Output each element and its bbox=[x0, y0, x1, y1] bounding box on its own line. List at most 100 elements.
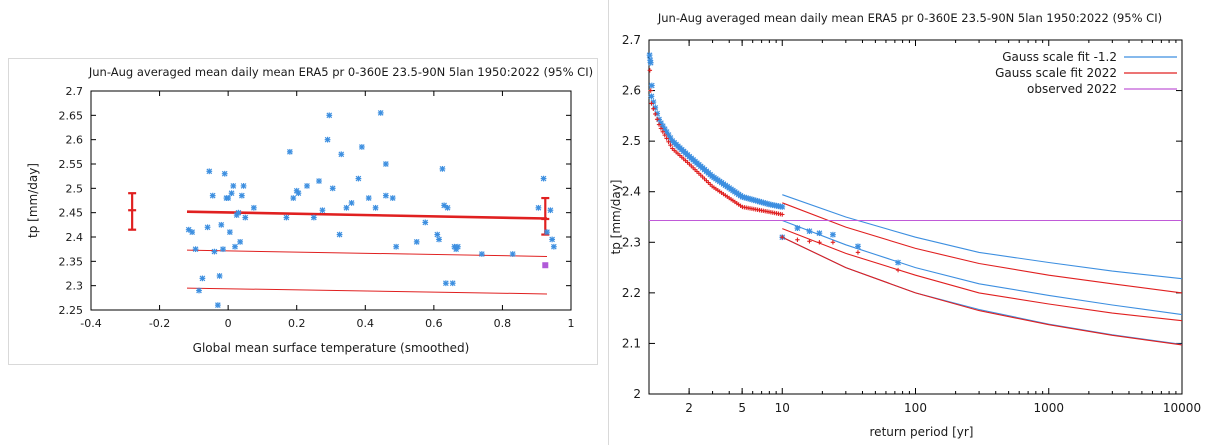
data-point bbox=[192, 246, 199, 253]
legend-label: observed 2022 bbox=[1027, 82, 1117, 96]
y-tick-label: 2.65 bbox=[59, 109, 84, 122]
x-tick-label: 2 bbox=[685, 401, 693, 415]
y-tick-label: 2.7 bbox=[66, 85, 84, 98]
plot-frame bbox=[648, 39, 1183, 395]
gmst-scatter-panel: Jun-Aug averaged mean daily mean ERA5 pr… bbox=[8, 58, 598, 365]
error-bar-0 bbox=[128, 192, 137, 231]
observed-scatter-point bbox=[648, 88, 653, 93]
data-point bbox=[211, 248, 218, 255]
y-tick-label: 2.3 bbox=[622, 235, 641, 249]
data-point bbox=[240, 183, 247, 189]
data-point bbox=[290, 195, 297, 201]
y-tick-label: 2.7 bbox=[622, 33, 641, 47]
series-line-3 bbox=[782, 202, 1183, 294]
data-point bbox=[232, 243, 238, 250]
x-tick-label: 0.8 bbox=[494, 317, 512, 330]
fit-point bbox=[855, 250, 861, 255]
data-point bbox=[209, 192, 216, 199]
data-point bbox=[304, 183, 310, 189]
data-point bbox=[336, 231, 343, 238]
data-point bbox=[382, 192, 389, 199]
data-point bbox=[547, 207, 554, 214]
data-point bbox=[295, 190, 302, 197]
observed-scatter-point bbox=[648, 82, 655, 89]
data-point bbox=[238, 192, 245, 199]
data-point bbox=[250, 204, 257, 211]
data-point bbox=[235, 209, 242, 216]
fit-line-1 bbox=[186, 249, 548, 257]
y-tick-label: 2.45 bbox=[59, 207, 84, 220]
observed-scatter-point bbox=[654, 117, 660, 122]
data-point bbox=[242, 214, 249, 221]
observed-scatter-point bbox=[666, 139, 671, 144]
series-line-4 bbox=[782, 228, 1183, 322]
observed-scatter-point bbox=[658, 126, 664, 131]
y-tick-label: 2.55 bbox=[59, 158, 84, 171]
data-point bbox=[478, 251, 485, 257]
series-line-5 bbox=[782, 236, 1183, 346]
legend-label: Gauss scale fit 2022 bbox=[995, 66, 1117, 80]
observed-point bbox=[542, 262, 549, 269]
series-line-1 bbox=[782, 219, 1183, 316]
data-point bbox=[228, 190, 235, 197]
x-tick-label: 0.4 bbox=[357, 317, 375, 330]
fit-point bbox=[830, 240, 836, 245]
data-point bbox=[316, 178, 322, 184]
y-axis-label: tp [mm/day] bbox=[609, 180, 623, 255]
x-tick-label: 100 bbox=[904, 401, 927, 415]
plot-frame bbox=[90, 90, 572, 311]
data-point bbox=[509, 251, 516, 257]
data-point bbox=[226, 229, 233, 236]
fit-line-0 bbox=[186, 210, 548, 220]
data-point bbox=[365, 195, 372, 201]
legend-label: Gauss scale fit -1.2 bbox=[1002, 50, 1117, 64]
x-tick-label: 1000 bbox=[1033, 401, 1064, 415]
data-point bbox=[310, 214, 317, 221]
y-tick-label: 2.6 bbox=[66, 134, 84, 147]
observed-scatter-point bbox=[668, 142, 673, 148]
fit-point bbox=[816, 230, 823, 237]
fit-point bbox=[780, 235, 785, 240]
observed-scatter-point bbox=[780, 212, 785, 217]
data-point bbox=[434, 231, 441, 238]
data-point bbox=[324, 136, 331, 143]
y-tick-label: 2.1 bbox=[622, 336, 641, 350]
data-point bbox=[185, 226, 192, 233]
fit-point bbox=[830, 231, 836, 238]
chart-title: Jun-Aug averaged mean daily mean ERA5 pr… bbox=[88, 65, 593, 79]
y-tick-label: 2.5 bbox=[66, 182, 84, 195]
data-point bbox=[413, 238, 420, 245]
data-point bbox=[338, 151, 345, 158]
y-tick-label: 2.2 bbox=[622, 286, 641, 300]
fit-point bbox=[895, 259, 901, 266]
observed-scatter-point bbox=[648, 93, 655, 100]
data-point bbox=[204, 224, 211, 231]
x-axis-label: Global mean surface temperature (smoothe… bbox=[193, 341, 470, 355]
observed-scatter-point bbox=[646, 52, 653, 59]
x-tick-label: 0 bbox=[225, 317, 232, 330]
data-point bbox=[220, 246, 226, 253]
y-tick-label: 2.4 bbox=[622, 185, 641, 199]
data-point bbox=[439, 165, 446, 172]
observed-scatter-point bbox=[647, 59, 654, 66]
data-point bbox=[319, 207, 326, 214]
data-point bbox=[454, 243, 461, 250]
data-point bbox=[442, 280, 449, 287]
data-point bbox=[225, 195, 232, 201]
data-point bbox=[355, 175, 362, 182]
fit-point bbox=[795, 237, 800, 242]
x-tick-label: 1 bbox=[568, 317, 575, 330]
observed-scatter-point bbox=[647, 68, 653, 73]
data-point bbox=[343, 204, 350, 211]
series-line-0 bbox=[782, 194, 1183, 280]
fit-point bbox=[855, 243, 861, 250]
x-tick-label: 5 bbox=[738, 401, 746, 415]
data-point bbox=[377, 110, 384, 116]
data-point bbox=[189, 229, 196, 236]
data-point bbox=[196, 287, 202, 294]
legend: Gauss scale fit -1.2 Gauss scale fit 2022… bbox=[995, 50, 1177, 96]
observed-scatter-point bbox=[779, 204, 786, 210]
observed-scatter-point bbox=[664, 136, 669, 141]
data-point bbox=[206, 168, 213, 175]
data-point bbox=[221, 170, 228, 177]
